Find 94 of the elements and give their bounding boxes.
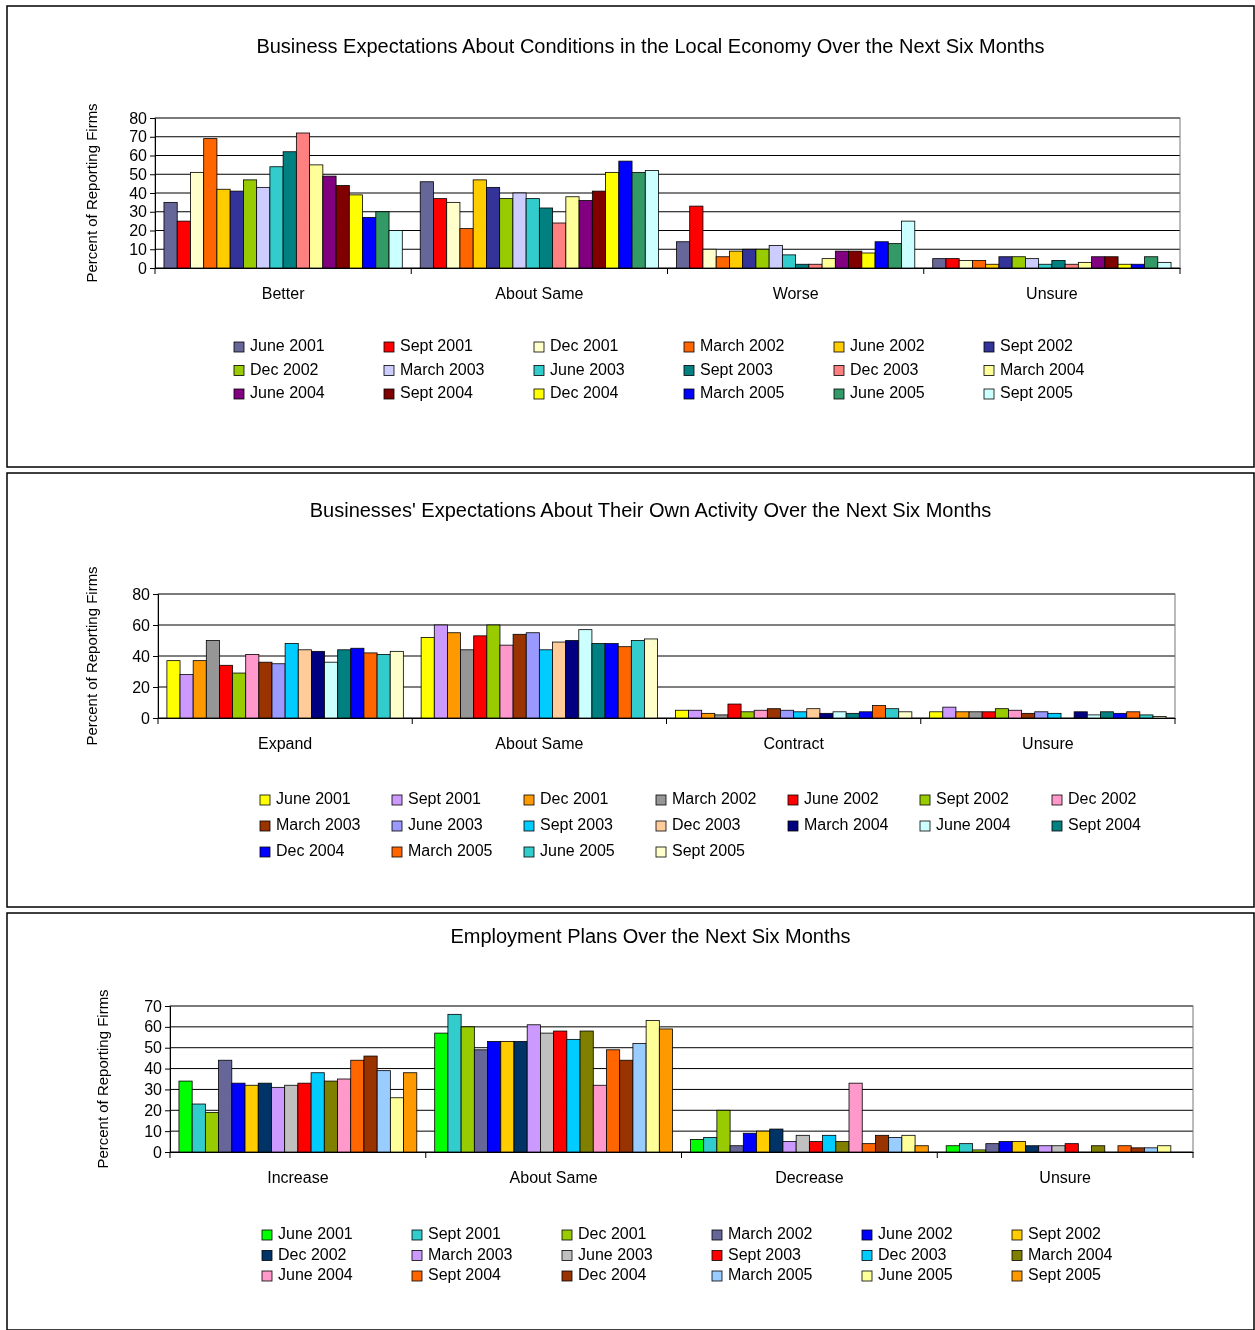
- x-tick-label: Unsure: [1022, 735, 1074, 753]
- y-tick-label: 40: [132, 647, 151, 665]
- legend-label: Dec 2001: [540, 790, 609, 808]
- legend-label: Sept 2003: [728, 1245, 802, 1263]
- legend-label: June 2004: [250, 384, 325, 402]
- legend-label: Sept 2002: [936, 790, 1010, 808]
- y-tick-label: 60: [129, 147, 148, 165]
- legend-label: Sept 2001: [400, 337, 474, 355]
- legend-label: March 2003: [428, 1245, 513, 1263]
- legend-label: June 2003: [578, 1245, 653, 1263]
- chart-title: Business Expectations About Conditions in the Local Economy Over the Next Six Months: [256, 35, 1045, 58]
- x-tick-label: About Same: [495, 285, 584, 303]
- chart-title: Businesses' Expectations About Their Own Activity Over the Next Six Months: [309, 499, 992, 522]
- x-tick-label: Better: [261, 285, 306, 303]
- y-tick-label: 30: [144, 1081, 163, 1099]
- y-tick-label: 50: [129, 165, 148, 183]
- legend-label: June 2002: [850, 337, 925, 355]
- y-tick-label: 50: [144, 1039, 163, 1057]
- legend-label: Sept 2001: [408, 790, 482, 808]
- legend-label: March 2004: [1000, 360, 1085, 378]
- y-tick-label: 20: [132, 678, 151, 696]
- x-tick-label: Unsure: [1039, 1169, 1092, 1187]
- y-tick-label: 80: [129, 109, 148, 127]
- y-tick-label: 0: [138, 259, 148, 277]
- legend-label: Dec 2002: [278, 1245, 347, 1263]
- y-tick-label: 80: [132, 585, 151, 603]
- legend-label: March 2005: [700, 384, 785, 402]
- x-tick-label: Decrease: [775, 1169, 844, 1187]
- x-tick-label: Contract: [763, 735, 825, 753]
- legend-label: June 2003: [550, 360, 625, 378]
- y-tick-label: 20: [144, 1101, 163, 1119]
- chart-title: Employment Plans Over the Next Six Months: [450, 925, 851, 948]
- legend-label: Sept 2003: [700, 360, 774, 378]
- legend-label: Sept 2005: [672, 842, 746, 860]
- y-tick-label: 40: [129, 184, 148, 202]
- legend-label: Dec 2004: [578, 1266, 647, 1284]
- legend-label: March 2004: [804, 816, 889, 834]
- x-tick-label: Unsure: [1026, 285, 1078, 303]
- legend-label: March 2005: [408, 842, 493, 860]
- y-tick-label: 30: [129, 203, 148, 221]
- legend-label: Dec 2001: [578, 1225, 647, 1243]
- y-tick-label: 10: [129, 240, 148, 258]
- legend-label: March 2005: [728, 1266, 813, 1284]
- y-axis-title: Percent of Reporting Firms: [83, 103, 100, 283]
- legend-label: March 2002: [672, 790, 757, 808]
- legend-label: June 2004: [278, 1266, 353, 1284]
- legend-label: Dec 2002: [1068, 790, 1137, 808]
- legend-label: June 2001: [250, 337, 325, 355]
- legend-label: Dec 2004: [550, 384, 619, 402]
- legend-label: Dec 2003: [672, 816, 741, 834]
- legend-label: Sept 2004: [400, 384, 474, 402]
- legend-label: June 2003: [408, 816, 483, 834]
- legend-label: Sept 2005: [1000, 384, 1074, 402]
- legend-label: Dec 2003: [878, 1245, 947, 1263]
- legend-label: June 2001: [278, 1225, 353, 1243]
- legend-label: June 2005: [878, 1266, 953, 1284]
- x-tick-label: About Same: [509, 1169, 598, 1187]
- y-tick-label: 60: [144, 1018, 163, 1036]
- y-tick-label: 70: [144, 997, 163, 1015]
- legend-label: Sept 2005: [1028, 1266, 1102, 1284]
- y-tick-label: 0: [153, 1143, 163, 1161]
- legend-label: Dec 2004: [276, 842, 345, 860]
- legend-label: June 2002: [878, 1225, 953, 1243]
- y-tick-label: 40: [144, 1060, 163, 1078]
- y-axis-title: Percent of Reporting Firms: [83, 566, 100, 746]
- y-tick-label: 0: [141, 709, 151, 727]
- x-tick-label: Expand: [257, 735, 313, 753]
- legend-label: Dec 2003: [850, 360, 919, 378]
- legend-label: Sept 2002: [1028, 1225, 1102, 1243]
- legend-label: June 2005: [540, 842, 615, 860]
- legend-label: June 2001: [276, 790, 351, 808]
- legend-label: March 2002: [700, 337, 785, 355]
- legend-label: March 2003: [400, 360, 485, 378]
- legend-label: June 2004: [936, 816, 1011, 834]
- legend-label: Sept 2003: [540, 816, 614, 834]
- legend-label: March 2002: [728, 1225, 813, 1243]
- y-tick-label: 20: [129, 222, 148, 240]
- y-tick-label: 60: [132, 616, 151, 634]
- legend-label: March 2003: [276, 816, 361, 834]
- legend-label: June 2002: [804, 790, 879, 808]
- legend-label: Sept 2004: [1068, 816, 1142, 834]
- legend-label: Sept 2001: [428, 1225, 502, 1243]
- x-tick-label: About Same: [495, 735, 584, 753]
- y-axis-title: Percent of Reporting Firms: [94, 989, 111, 1169]
- legend-label: June 2005: [850, 384, 925, 402]
- legend-label: Sept 2002: [1000, 337, 1074, 355]
- x-tick-label: Worse: [772, 285, 819, 303]
- legend-label: Sept 2004: [428, 1266, 502, 1284]
- legend-label: Dec 2001: [550, 337, 619, 355]
- legend-label: Dec 2002: [250, 360, 319, 378]
- y-tick-label: 10: [144, 1122, 163, 1140]
- legend-label: March 2004: [1028, 1245, 1113, 1263]
- x-tick-label: Increase: [267, 1169, 329, 1187]
- y-tick-label: 70: [129, 128, 148, 146]
